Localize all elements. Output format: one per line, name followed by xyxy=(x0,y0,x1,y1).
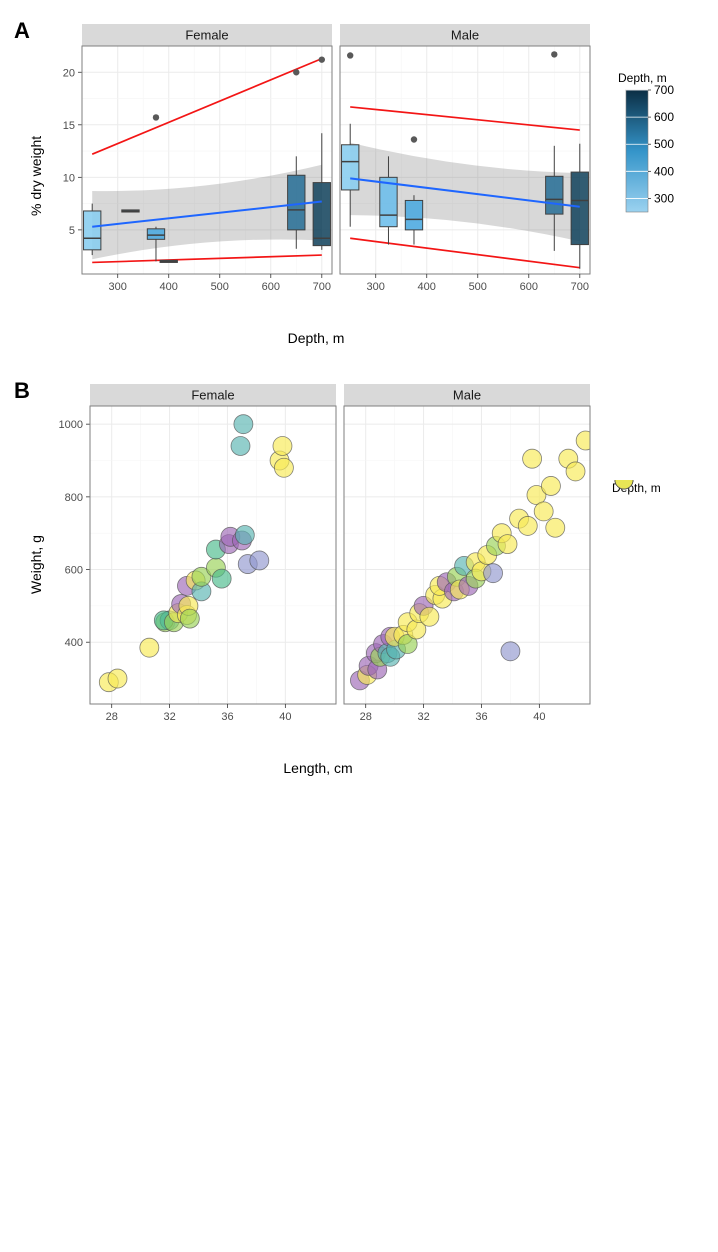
scatter-point xyxy=(273,436,292,455)
boxplot-box xyxy=(84,211,101,250)
facet-strip-label: Female xyxy=(185,27,228,42)
scatter-point xyxy=(235,526,254,545)
legend-tick-label: 700 xyxy=(654,83,674,97)
boxplot-box xyxy=(546,176,563,214)
scatter-point xyxy=(250,551,269,570)
legend-tick-label: 400 xyxy=(654,164,674,178)
xtick-label: 400 xyxy=(160,281,178,293)
scatter-point xyxy=(108,669,127,688)
ytick-label: 600 xyxy=(65,565,83,577)
panel-a-svg: 5 10 15 20 Female 300 400 500 600 700 Male 300 400 50… xyxy=(44,24,602,308)
ytick-label: 15 xyxy=(63,120,75,132)
ytick-label: 800 xyxy=(65,492,83,504)
xtick-label: 300 xyxy=(109,281,127,293)
ytick-label: 5 xyxy=(69,225,75,237)
scatter-point xyxy=(274,458,293,477)
scatter-point xyxy=(484,564,503,583)
outlier-point xyxy=(153,114,159,120)
xtick-label: 600 xyxy=(520,281,538,293)
xtick-label: 28 xyxy=(360,711,372,723)
xtick-label: 40 xyxy=(279,711,291,723)
scatter-point xyxy=(498,535,517,554)
scatter-point xyxy=(501,642,520,661)
boxplot-box xyxy=(147,229,164,240)
scatter-point xyxy=(180,609,199,628)
figure-root: A5101520Female300400500600700Male3004005… xyxy=(0,0,718,772)
xtick-label: 300 xyxy=(367,281,385,293)
panel-a-label: A xyxy=(14,18,30,44)
panel-b-y-title: Weight, g xyxy=(28,535,44,594)
xtick-label: 40 xyxy=(533,711,545,723)
panel-a-y-title: % dry weight xyxy=(28,136,44,216)
facet-strip-label: Male xyxy=(453,387,481,402)
xtick-label: 600 xyxy=(262,281,280,293)
xtick-label: 32 xyxy=(417,711,429,723)
xtick-label: 36 xyxy=(475,711,487,723)
xtick-label: 700 xyxy=(313,281,331,293)
boxplot-box xyxy=(405,200,422,229)
boxplot-box xyxy=(571,172,588,244)
scatter-point xyxy=(566,462,585,481)
boxplot-box xyxy=(342,145,359,190)
legend-item-label: 700 xyxy=(640,480,660,483)
outlier-point xyxy=(347,52,353,58)
panel-b-label: B xyxy=(14,378,30,404)
legend-tick-label: 600 xyxy=(654,110,674,124)
xtick-label: 36 xyxy=(221,711,233,723)
scatter-point xyxy=(518,516,537,535)
ytick-label: 10 xyxy=(63,172,75,184)
ytick-label: 1000 xyxy=(59,419,83,431)
facet-strip-label: Female xyxy=(191,387,234,402)
legend-tick-label: 500 xyxy=(654,137,674,151)
outlier-point xyxy=(319,56,325,62)
scatter-point xyxy=(541,476,560,495)
scatter-point xyxy=(534,502,553,521)
xtick-label: 400 xyxy=(418,281,436,293)
panel-b-svg: 400 600 800 1000 Female 28 32 36 40 Male 28 32 36 40 xyxy=(44,384,602,740)
outlier-point xyxy=(411,136,417,142)
ytick-label: 400 xyxy=(65,637,83,649)
xtick-label: 500 xyxy=(469,281,487,293)
outlier-point xyxy=(551,51,557,57)
panel-a-legend: Depth, m300400500600700 xyxy=(618,70,708,236)
ytick-label: 20 xyxy=(63,67,75,79)
xtick-label: 700 xyxy=(571,281,589,293)
boxplot-box xyxy=(313,183,330,246)
panel-a-x-title: Depth, m xyxy=(288,330,345,346)
scatter-point xyxy=(234,415,253,434)
xtick-label: 500 xyxy=(211,281,229,293)
legend-tick-label: 300 xyxy=(654,191,674,205)
scatter-point xyxy=(420,607,439,626)
outlier-point xyxy=(293,69,299,75)
boxplot-box xyxy=(288,175,305,230)
scatter-point xyxy=(231,436,250,455)
xtick-label: 28 xyxy=(106,711,118,723)
panel-b-legend: Depth, m250325375400650700 xyxy=(612,480,712,1252)
scatter-point xyxy=(576,431,595,450)
xtick-label: 32 xyxy=(163,711,175,723)
scatter-point xyxy=(140,638,159,657)
facet-strip-label: Male xyxy=(451,27,479,42)
panel-b-x-title: Length, cm xyxy=(283,760,352,776)
scatter-point xyxy=(212,569,231,588)
scatter-point xyxy=(546,518,565,537)
scatter-point xyxy=(523,449,542,468)
